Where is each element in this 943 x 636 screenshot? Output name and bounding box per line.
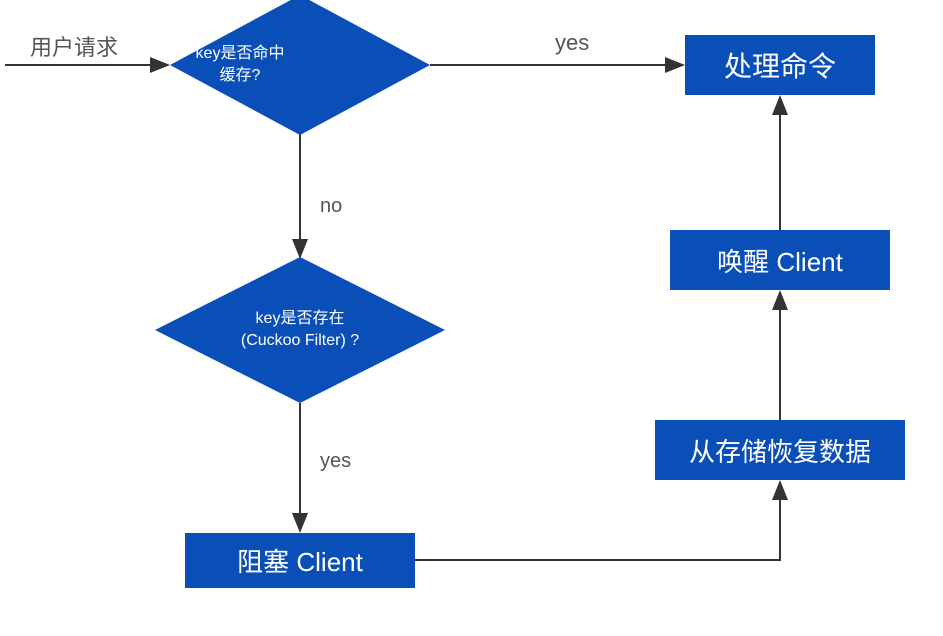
decision-key-exists: key是否存在 (Cuckoo Filter) ? [155,257,445,403]
wake-client-text: 唤醒 Client [717,242,843,279]
edge-label-yes-1: yes [555,30,589,56]
start-label: 用户请求 [30,30,118,62]
decision1-line2: 缓存? [220,67,261,84]
edge-label-no: no [320,195,342,218]
decision1-line1: key是否命中 [196,45,285,62]
block-client-box: 阻塞 Client [185,533,415,588]
restore-data-box: 从存储恢复数据 [655,420,905,480]
process-command-text: 处理命令 [724,45,836,85]
edge-label-yes-2: yes [320,450,351,473]
restore-data-text: 从存储恢复数据 [689,432,871,469]
decision2-line1: key是否存在 [256,310,345,327]
wake-client-box: 唤醒 Client [670,230,890,290]
flowchart-connectors [0,0,943,636]
block-client-text: 阻塞 Client [237,542,363,579]
process-command-box: 处理命令 [685,35,875,95]
decision2-line2: (Cuckoo Filter) ? [241,332,359,349]
decision-cache-hit: key是否命中 缓存? [230,0,370,135]
